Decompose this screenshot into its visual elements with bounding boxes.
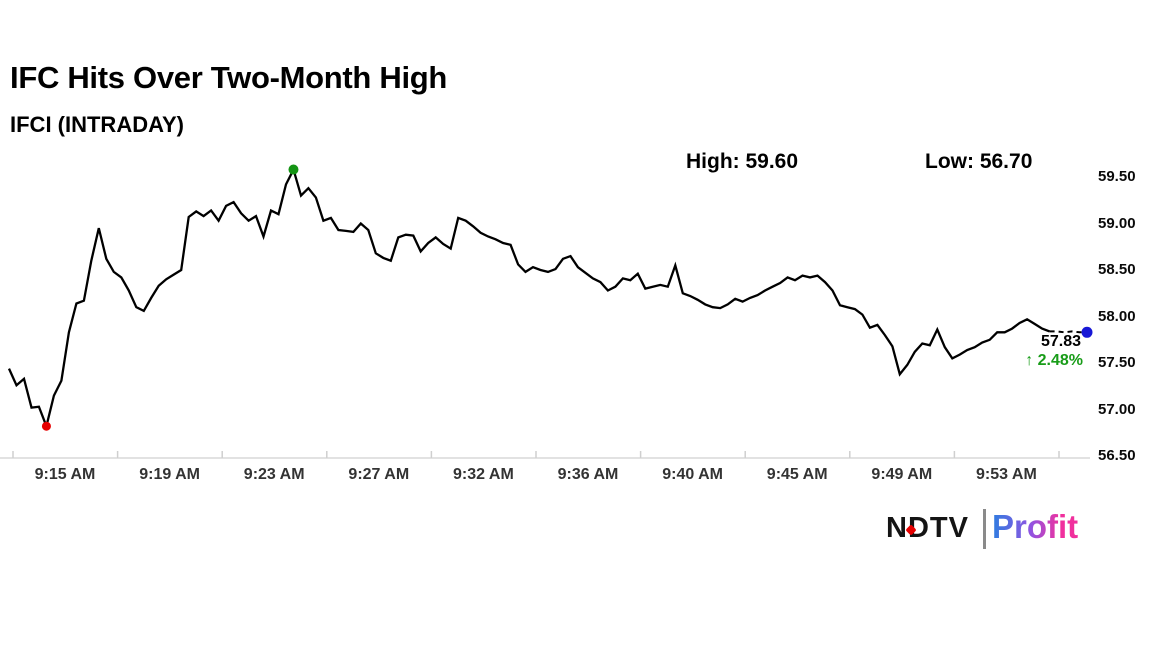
x-axis-tick-label: 9:32 AM bbox=[453, 466, 514, 483]
x-axis-tick-label: 9:53 AM bbox=[976, 466, 1037, 483]
y-axis-tick-label: 59.00 bbox=[1098, 214, 1136, 232]
x-axis-tick-label: 9:15 AM bbox=[34, 466, 96, 483]
profit-wordmark: Profit bbox=[992, 508, 1079, 545]
high-value-label: High: 59.60 bbox=[686, 150, 799, 173]
y-axis-tick-label: 57.00 bbox=[1098, 400, 1136, 418]
last-price-dot bbox=[1081, 326, 1093, 338]
last-price-label: 57.83 bbox=[1040, 333, 1081, 350]
y-axis-tick-label: 56.50 bbox=[1098, 447, 1136, 464]
price-line-dashed-tail bbox=[1049, 330, 1087, 334]
logo-divider bbox=[983, 509, 986, 549]
low-value-label: Low: 56.70 bbox=[925, 150, 1033, 173]
x-axis-tick-label: 9:40 AM bbox=[662, 466, 723, 483]
price-line bbox=[7, 166, 1051, 431]
x-axis-tick-label: 9:23 AM bbox=[243, 466, 305, 483]
x-axis-tick-label: 9:49 AM bbox=[871, 466, 933, 483]
y-axis-tick-label: 57.50 bbox=[1098, 354, 1136, 371]
ndtv-wordmark: NDTV bbox=[886, 512, 969, 544]
page-title: IFC Hits Over Two-Month High bbox=[10, 60, 448, 95]
session-high-dot bbox=[288, 164, 299, 175]
y-axis-tick-label: 58.00 bbox=[1098, 307, 1136, 325]
change-percent-label: ↑ 2.48% bbox=[1025, 352, 1083, 369]
y-axis-tick-label: 59.50 bbox=[1098, 168, 1136, 185]
y-axis-tick-label: 58.50 bbox=[1098, 261, 1136, 278]
ndtv-profit-logo: NDTV Profit bbox=[886, 508, 1096, 552]
session-low-dot bbox=[41, 421, 51, 431]
x-axis-tick-label: 9:27 AM bbox=[348, 466, 410, 483]
x-axis-tick-label: 9:36 AM bbox=[557, 466, 619, 483]
x-axis-tick-label: 9:45 AM bbox=[766, 466, 828, 483]
x-axis-tick-label: 9:19 AM bbox=[139, 466, 200, 483]
page-subtitle: IFCI (INTRADAY) bbox=[10, 112, 184, 137]
